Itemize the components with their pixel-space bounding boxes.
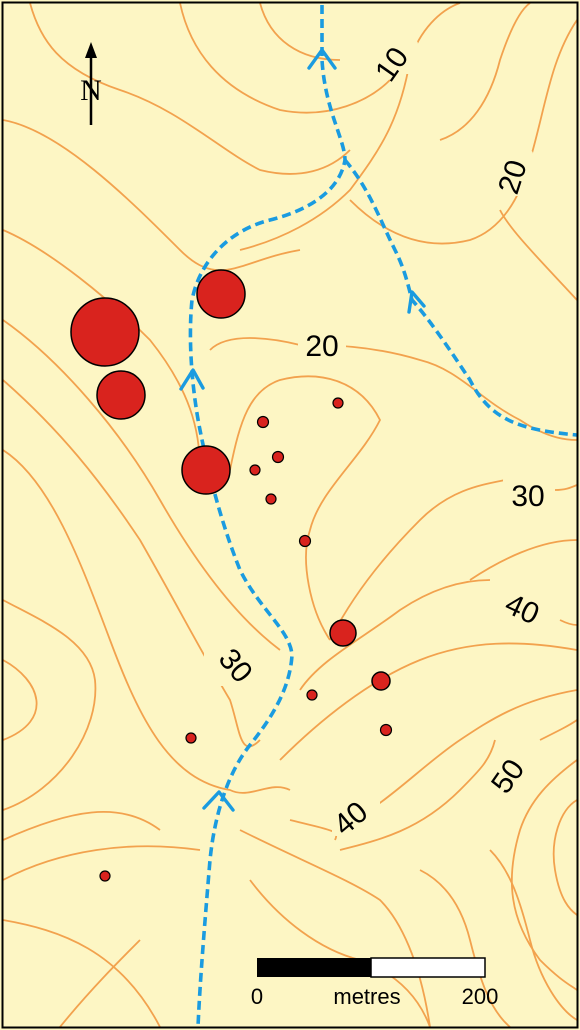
contour-line xyxy=(209,337,577,441)
contour-label: 20 xyxy=(298,326,346,363)
contour-line xyxy=(3,449,291,794)
contour-label: 20 xyxy=(492,150,534,198)
site-small xyxy=(271,450,285,464)
contour-line xyxy=(489,849,577,1021)
contour-line xyxy=(239,3,461,251)
scale-bar-dark-segment xyxy=(257,958,371,977)
contour-line xyxy=(499,209,577,301)
scale-bar-light-segment xyxy=(370,957,486,978)
contour-line xyxy=(3,919,161,1027)
contour-line xyxy=(59,939,141,1027)
site-large xyxy=(181,445,231,495)
scale-bar: 0 metres 200 xyxy=(251,957,499,1009)
contour-line xyxy=(559,619,577,626)
contour-line xyxy=(3,119,301,272)
contour-line xyxy=(3,319,281,651)
contour-line xyxy=(510,759,577,991)
contour-label: 40 xyxy=(492,587,544,631)
contour-label: 30 xyxy=(503,476,553,513)
contour-line xyxy=(369,689,577,811)
scale-unit-label: metres xyxy=(333,984,400,1009)
north-arrow: N xyxy=(80,42,102,125)
contour-line xyxy=(349,19,577,245)
contour-label-30-right: 30 xyxy=(511,480,544,513)
flow-arrow-icon xyxy=(179,368,205,391)
contour-lines xyxy=(3,3,577,1027)
contour-labels: 10 20 20 30 30 40 xyxy=(204,40,553,842)
site-medium xyxy=(329,619,357,647)
site-small xyxy=(249,464,261,476)
flow-arrow-icon xyxy=(202,790,235,812)
site-small xyxy=(298,534,312,548)
site-small xyxy=(256,415,270,429)
contour-line xyxy=(3,229,201,471)
contour-label: 40 xyxy=(328,795,380,842)
contour-line xyxy=(299,579,491,691)
site-small xyxy=(332,397,344,409)
north-arrow-head-icon xyxy=(85,42,97,58)
site-large xyxy=(70,297,140,367)
contour-line xyxy=(469,539,577,581)
site-large xyxy=(96,370,146,420)
contour-line xyxy=(552,799,577,916)
scale-end-label: 200 xyxy=(462,984,499,1009)
north-letter: N xyxy=(80,74,102,107)
flow-arrow-icon xyxy=(407,290,426,314)
stream-line xyxy=(343,158,577,437)
contour-line xyxy=(3,659,38,741)
flow-arrow-icon xyxy=(307,48,337,70)
site-small xyxy=(99,870,111,882)
contour-line xyxy=(3,810,161,841)
site-small xyxy=(265,493,277,505)
contour-line xyxy=(3,379,261,748)
stream-line xyxy=(188,5,347,1027)
contour-line xyxy=(229,375,382,641)
site-small xyxy=(306,689,318,701)
contour-line xyxy=(539,719,577,741)
stream-arrows xyxy=(179,48,426,812)
contour-line xyxy=(29,3,351,175)
streams xyxy=(188,5,577,1027)
contour-line xyxy=(554,484,577,491)
contour-line xyxy=(279,642,577,761)
contour-line xyxy=(179,3,391,114)
contour-line xyxy=(3,845,201,881)
site-small xyxy=(379,723,393,737)
contour-line xyxy=(419,869,511,1027)
contour-line xyxy=(339,739,496,851)
contour-label: 50 xyxy=(485,750,538,800)
contour-line xyxy=(329,479,506,641)
contour-line xyxy=(439,3,531,141)
contour-line xyxy=(289,819,338,841)
contour-label-20-center: 20 xyxy=(305,330,338,363)
contour-line xyxy=(3,599,97,811)
scale-start-label: 0 xyxy=(251,984,263,1009)
site-medium xyxy=(371,671,391,691)
site-large xyxy=(196,269,246,319)
site-small xyxy=(185,732,197,744)
archaeological-sites xyxy=(70,269,393,882)
